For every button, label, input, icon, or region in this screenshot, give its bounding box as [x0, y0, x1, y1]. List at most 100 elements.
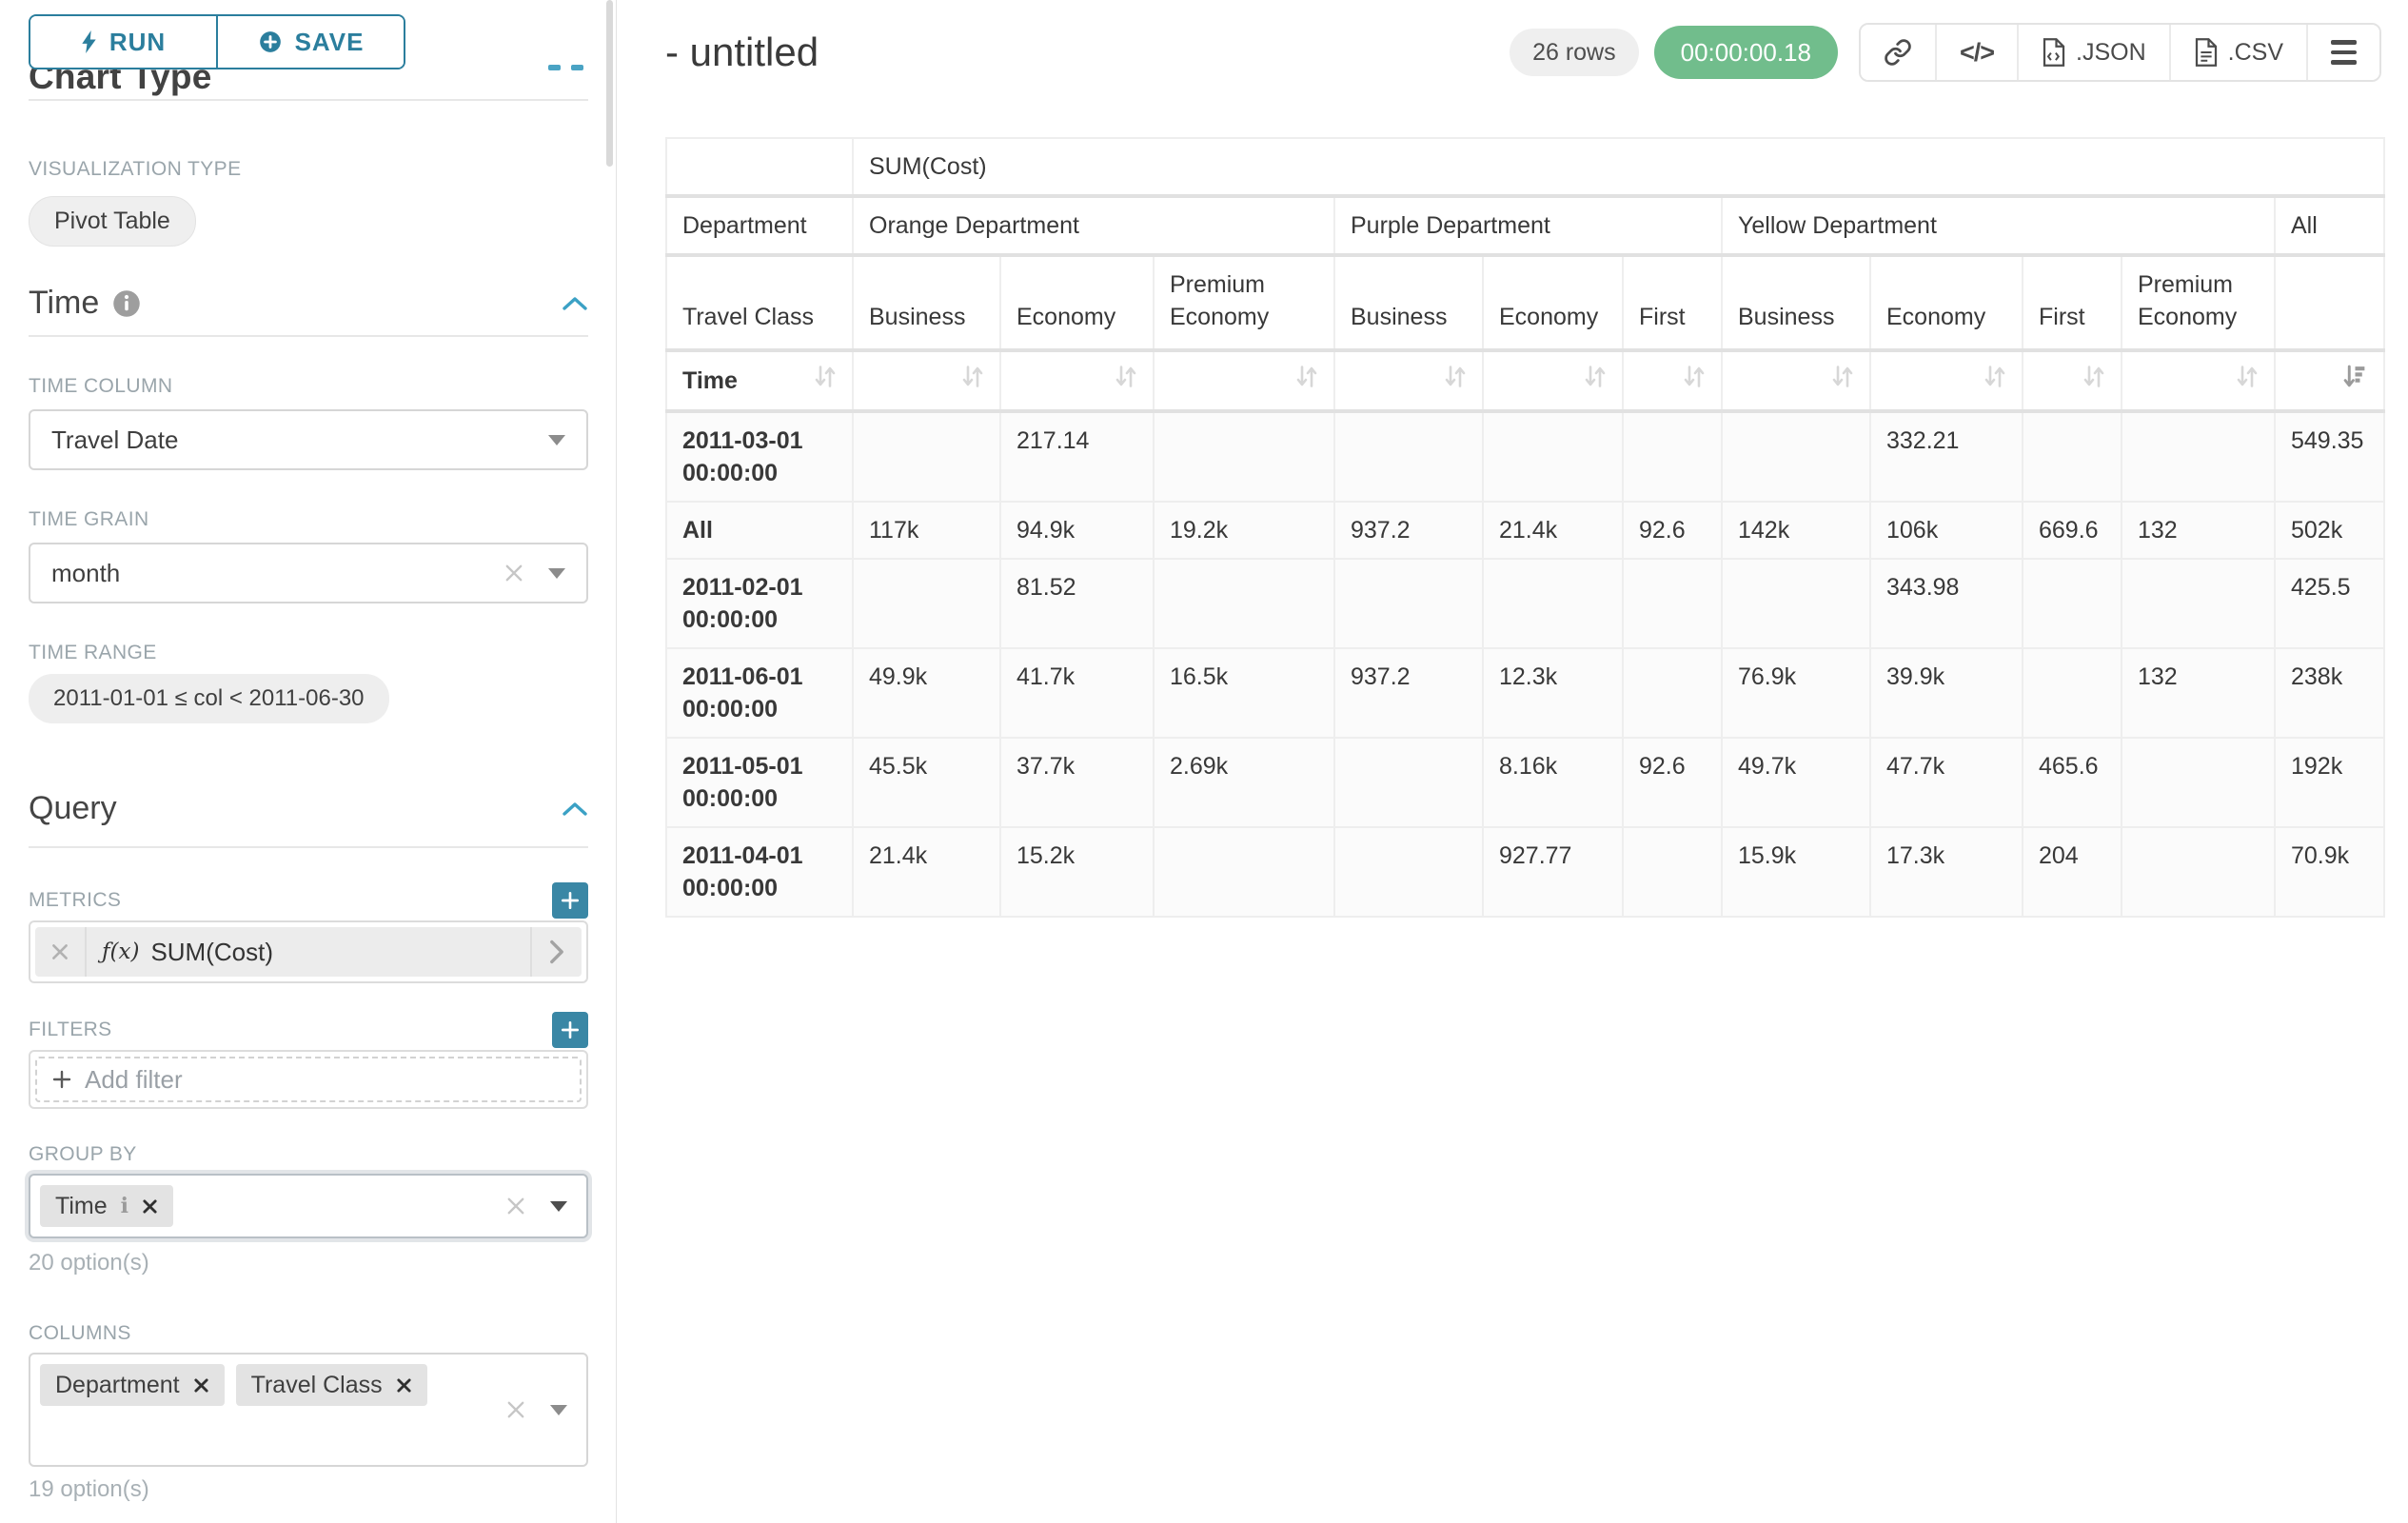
- query-collapse-chevron-up-icon[interactable]: [562, 801, 588, 818]
- add-filter-label: Add filter: [85, 1064, 183, 1094]
- pivot-cell: 49.7k: [1721, 737, 1871, 828]
- chip-label: Time: [55, 1192, 108, 1219]
- sort-icon[interactable]: [1984, 364, 2006, 398]
- time-sort-header[interactable]: Time: [665, 349, 854, 413]
- metric-pill[interactable]: ƒ(x) SUM(Cost): [35, 927, 582, 977]
- sort-icon[interactable]: [1444, 364, 1467, 398]
- sort-header[interactable]: [2121, 349, 2276, 413]
- chip-remove-x-icon[interactable]: [142, 1198, 158, 1215]
- sort-icon[interactable]: [1295, 364, 1318, 398]
- add-filter-button[interactable]: Add filter: [35, 1057, 582, 1102]
- pivot-cell: 15.9k: [1721, 826, 1871, 918]
- time-section-header: Time: [29, 285, 588, 322]
- pivot-cell: [2022, 647, 2122, 739]
- share-link-button[interactable]: [1860, 25, 1935, 80]
- selected-chip[interactable]: Travel Class: [235, 1364, 427, 1406]
- caret-down-icon[interactable]: [548, 567, 565, 579]
- chart-title[interactable]: - untitled: [665, 30, 819, 74]
- query-section-title: Query: [29, 790, 117, 826]
- sort-icon[interactable]: [2236, 364, 2259, 398]
- pivot-cell: [852, 410, 1001, 503]
- pivot-cell: [2121, 410, 2276, 503]
- clear-x-icon[interactable]: [503, 562, 525, 584]
- pivot-cell: 2.69k: [1153, 737, 1335, 828]
- viz-type-pill[interactable]: Pivot Table: [29, 196, 196, 247]
- add-filter-plus-button[interactable]: [552, 1012, 588, 1048]
- pivot-table: SUM(Cost) Department Orange Department Purp…: [665, 137, 2385, 918]
- sort-desc-icon[interactable]: [2342, 364, 2368, 398]
- sort-icon[interactable]: [814, 364, 837, 398]
- sort-icon[interactable]: [1584, 364, 1607, 398]
- export-csv-label: .CSV: [2227, 38, 2283, 66]
- travel-class-header: Economy: [1869, 254, 2023, 352]
- caret-down-icon[interactable]: [550, 1404, 567, 1415]
- menu-button[interactable]: [2306, 25, 2379, 80]
- pivot-cell: 19.2k: [1153, 501, 1335, 560]
- run-button[interactable]: RUN: [30, 16, 218, 68]
- clear-x-icon[interactable]: [504, 1195, 527, 1217]
- pivot-row: 2011-02-01 00:00:00 81.52 343.98 425.5: [665, 558, 2385, 649]
- sort-desc-header[interactable]: [2274, 349, 2385, 413]
- remove-metric-x-icon[interactable]: [35, 927, 87, 977]
- pivot-cell: [2121, 737, 2276, 828]
- sort-header[interactable]: [1482, 349, 1624, 413]
- time-grain-select[interactable]: month: [29, 543, 588, 603]
- sort-header[interactable]: [1333, 349, 1484, 413]
- pivot-cell: [1482, 410, 1624, 503]
- info-icon[interactable]: [112, 289, 141, 318]
- clear-x-icon[interactable]: [504, 1398, 527, 1421]
- time-range-pill[interactable]: 2011-01-01 ≤ col < 2011-06-30: [29, 674, 389, 723]
- info-icon: i: [120, 1194, 128, 1218]
- group-by-options-count: 20 option(s): [29, 1250, 149, 1276]
- export-csv-button[interactable]: .CSV: [2168, 25, 2306, 80]
- sort-header[interactable]: [1153, 349, 1335, 413]
- save-button[interactable]: SAVE: [218, 16, 404, 68]
- pivot-cell: 669.6: [2022, 501, 2122, 560]
- sort-icon[interactable]: [1683, 364, 1706, 398]
- pivot-cell: 132: [2121, 501, 2276, 560]
- sort-header[interactable]: [1622, 349, 1723, 413]
- caret-down-icon[interactable]: [548, 434, 565, 445]
- sort-icon[interactable]: [961, 364, 984, 398]
- sort-icon[interactable]: [1831, 364, 1854, 398]
- sort-header[interactable]: [852, 349, 1001, 413]
- metric-expand-chevron-right-icon[interactable]: [530, 927, 582, 977]
- time-collapse-chevron-up-icon[interactable]: [562, 295, 588, 312]
- view-query-button[interactable]: </>: [1934, 25, 2018, 80]
- metric-name: SUM(Cost): [150, 937, 273, 966]
- selected-chip[interactable]: Time i: [40, 1185, 173, 1227]
- sort-icon[interactable]: [2082, 364, 2105, 398]
- group-by-select[interactable]: Time i: [29, 1174, 588, 1238]
- hamburger-icon: [2331, 40, 2357, 65]
- pivot-cell: 502k: [2274, 501, 2385, 560]
- sidebar-scrollbar[interactable]: [606, 0, 613, 167]
- pivot-cell: 204: [2022, 826, 2122, 918]
- selected-chip[interactable]: Department: [40, 1364, 225, 1406]
- caret-down-icon[interactable]: [550, 1200, 567, 1212]
- sort-header[interactable]: [1721, 349, 1871, 413]
- pivot-cell: [1482, 558, 1624, 649]
- save-button-label: SAVE: [294, 27, 365, 56]
- time-column-select[interactable]: Travel Date: [29, 409, 588, 470]
- sort-icon[interactable]: [1115, 364, 1137, 398]
- travel-class-header: [2274, 254, 2385, 352]
- sort-header[interactable]: [2022, 349, 2122, 413]
- pivot-cell: 549.35: [2274, 410, 2385, 503]
- query-section-header: Query: [29, 790, 588, 827]
- sort-header[interactable]: [1869, 349, 2023, 413]
- columns-select[interactable]: Department Travel Class: [29, 1353, 588, 1467]
- metric-value[interactable]: ƒ(x) SUM(Cost): [87, 938, 530, 967]
- pivot-cell: 21.4k: [852, 826, 1001, 918]
- pivot-cell: [1333, 826, 1484, 918]
- pivot-table-container: SUM(Cost) Department Orange Department Purp…: [665, 137, 2408, 918]
- pivot-cell: 92.6: [1622, 501, 1723, 560]
- chip-remove-x-icon[interactable]: [396, 1377, 412, 1394]
- chip-remove-x-icon[interactable]: [193, 1377, 209, 1394]
- export-json-button[interactable]: .JSON: [2017, 25, 2169, 80]
- pivot-cell: 47.7k: [1869, 737, 2023, 828]
- sort-header[interactable]: [999, 349, 1155, 413]
- pivot-cell: [1153, 826, 1335, 918]
- plus-icon: [561, 1020, 580, 1039]
- add-metric-button[interactable]: [552, 882, 588, 919]
- row-count-badge: 26 rows: [1510, 29, 1639, 76]
